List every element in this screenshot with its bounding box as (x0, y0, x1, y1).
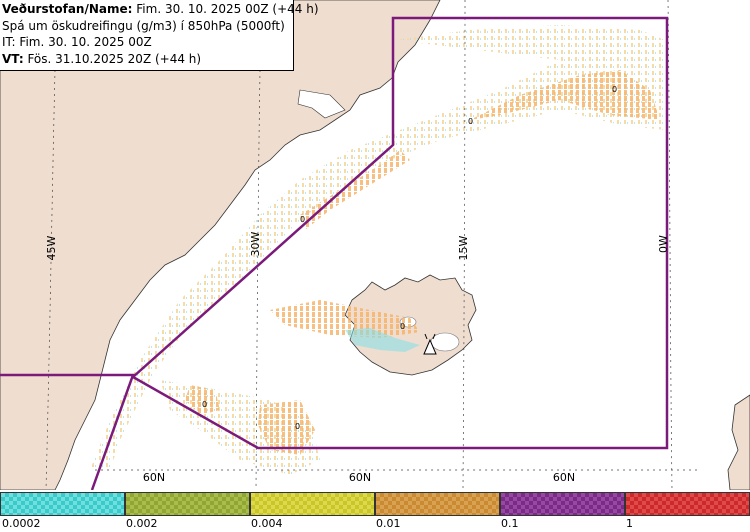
name-line: Veðurstofan/Name: Fim. 30. 10. 2025 00Z … (2, 1, 319, 18)
legend-tick: 0.002 (126, 517, 158, 530)
legend-tick: 0.004 (251, 517, 283, 530)
contour-label: 0 (468, 117, 473, 126)
lat-label-60n: 60N (553, 471, 575, 484)
fjord (297, 89, 346, 119)
valid-time-label: VT: (2, 51, 24, 66)
volcano-icon (423, 333, 437, 355)
lon-label-30w: 30W (249, 231, 262, 256)
forecast-description: Spá um öskudreifingu (g/m3) í 850hPa (50… (2, 18, 285, 33)
valid-time-line: VT: Fös. 31.10.2025 20Z (+44 h) (2, 51, 293, 68)
east-landmass (727, 394, 750, 491)
contour-label: 0 (295, 422, 300, 431)
color-legend: 0.0002 0.002 0.004 0.01 0.1 1 (0, 490, 750, 532)
contour-label: 0 (202, 400, 207, 409)
legend-swatch-5 (500, 492, 625, 516)
glacier (430, 332, 460, 352)
legend-swatch-3 (250, 492, 375, 516)
lat-label-60n: 60N (349, 471, 371, 484)
region-boundary (0, 16, 669, 491)
legend-swatch-6 (625, 492, 750, 516)
contour-label: 0 (612, 85, 617, 94)
valid-time-value: Fös. 31.10.2025 20Z (+44 h) (27, 51, 202, 66)
legend-tick: 0.0002 (2, 517, 41, 530)
graticule (45, 0, 700, 491)
legend-swatch-2 (125, 492, 250, 516)
name-label: Veðurstofan/Name: (2, 2, 133, 16)
lon-label-0w: 0W (657, 235, 670, 253)
name-value: Fim. 30. 10. 2025 00Z (+44 h) (136, 2, 319, 16)
contour-label: 0 (400, 322, 405, 331)
initial-time: IT: Fim. 30. 10. 2025 00Z (2, 35, 152, 49)
contour-label: 0 (300, 215, 305, 224)
legend-swatch-1 (0, 492, 125, 516)
lon-label-45w: 45W (45, 235, 58, 260)
greenland-landmass (0, 0, 441, 491)
legend-tick: 0.1 (501, 517, 519, 530)
legend-tick: 1 (626, 517, 633, 530)
ash-plume (90, 25, 665, 475)
lon-label-15w: 15W (457, 235, 470, 260)
lat-label-60n: 60N (143, 471, 165, 484)
legend-swatch-4 (375, 492, 500, 516)
forecast-info-box: Veðurstofan/Name: Fim. 30. 10. 2025 00Z … (0, 0, 319, 71)
legend-tick: 0.01 (376, 517, 401, 530)
